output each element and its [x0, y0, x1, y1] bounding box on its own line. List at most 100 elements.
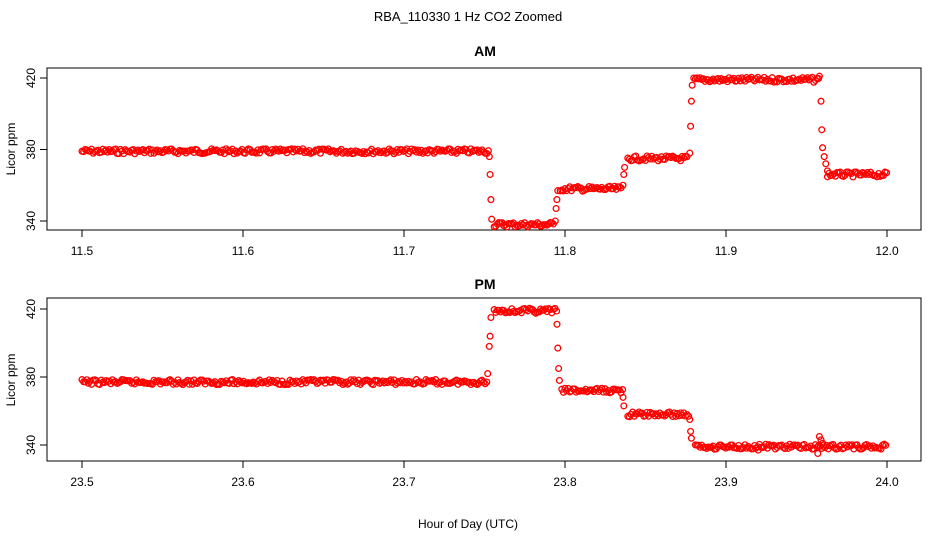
data-point: [566, 183, 574, 191]
data-point: [398, 146, 406, 154]
data-point: [646, 408, 654, 416]
data-point: [102, 377, 110, 385]
am-segment-2: [556, 182, 625, 195]
data-point: [669, 412, 677, 421]
am-x-axis: 11.5 11.6 11.7 11.8 11.9 12.0: [71, 229, 899, 258]
data-point: [802, 75, 810, 83]
data-point: [882, 441, 890, 449]
data-point: [767, 77, 775, 85]
data-point: [487, 313, 495, 322]
am-x-tick-label: 11.5: [71, 244, 94, 258]
am-y-tick-label: 380: [24, 139, 38, 159]
data-point: [268, 145, 276, 154]
am-segment-4: [690, 73, 823, 86]
data-point: [292, 147, 300, 155]
data-point: [286, 376, 294, 384]
data-point: [436, 147, 444, 155]
am-x-tick-label: 11.7: [393, 244, 416, 258]
data-point: [353, 380, 361, 388]
data-point: [292, 377, 300, 385]
data-point: [632, 152, 640, 160]
data-point: [483, 378, 491, 386]
data-point: [621, 163, 629, 171]
am-y-axis-label: Licor ppm: [4, 123, 18, 176]
data-point: [486, 170, 494, 179]
data-point: [554, 344, 562, 352]
data-point: [495, 306, 503, 314]
data-point: [169, 380, 177, 388]
data-point: [681, 412, 689, 420]
pm-segment-4: [691, 440, 890, 453]
data-point: [554, 187, 562, 195]
x-axis-label: Hour of Day (UTC): [418, 517, 518, 531]
data-point: [551, 217, 559, 225]
data-point: [619, 393, 627, 401]
data-point: [829, 440, 837, 448]
data-point: [481, 380, 489, 388]
am-panel-title: AM: [474, 43, 496, 59]
data-point: [823, 167, 831, 175]
pm-y-axis: 340 380 420: [24, 299, 47, 455]
am-data-points: [78, 72, 891, 231]
pm-data-points: [78, 304, 890, 458]
data-point: [555, 376, 563, 384]
data-point: [762, 77, 770, 85]
data-point: [620, 170, 628, 179]
data-point: [219, 146, 227, 154]
pm-segment-0: [78, 376, 491, 389]
data-point: [687, 427, 695, 435]
pm-segment-2: [558, 384, 627, 397]
data-point: [818, 126, 826, 134]
data-point: [506, 308, 514, 316]
data-point: [487, 196, 495, 204]
data-point: [331, 147, 339, 156]
data-point: [134, 146, 142, 154]
pm-segment-3: [624, 408, 693, 421]
pm-x-tick-label: 24.0: [875, 475, 899, 489]
data-point: [667, 154, 675, 162]
data-point: [815, 72, 823, 80]
pm-y-tick-label: 420: [24, 299, 38, 319]
data-point: [823, 441, 831, 449]
data-point: [643, 408, 651, 416]
data-point: [686, 415, 694, 424]
am-segment-0: [78, 145, 492, 158]
data-point: [707, 77, 715, 85]
data-point: [537, 305, 545, 313]
data-point: [588, 183, 596, 191]
am-x-tick-label: 12.0: [875, 244, 899, 258]
data-point: [276, 145, 284, 153]
data-point: [686, 149, 694, 157]
data-point: [150, 376, 158, 384]
data-point: [511, 223, 519, 231]
data-point: [877, 445, 885, 453]
data-point: [552, 204, 560, 213]
data-point: [722, 444, 730, 452]
data-point: [488, 215, 496, 223]
data-point: [883, 169, 891, 177]
data-point: [680, 154, 688, 162]
data-point: [820, 153, 828, 161]
data-point: [687, 97, 695, 105]
data-point: [817, 97, 825, 105]
data-point: [819, 144, 827, 152]
data-point: [848, 441, 856, 449]
data-point: [156, 147, 164, 155]
am-x-tick-label: 11.9: [715, 244, 738, 258]
data-point: [372, 148, 380, 156]
pm-panel: PM Licor ppm 23.5 23.6 23.7 23.8 23.9 24.0 34…: [4, 276, 922, 489]
data-point: [112, 145, 120, 153]
data-point: [548, 219, 556, 227]
data-point: [509, 307, 517, 315]
data-point: [752, 75, 760, 83]
pm-y-tick-label: 340: [24, 435, 38, 455]
data-point: [145, 145, 153, 153]
data-point: [743, 74, 751, 82]
am-segment-1: [490, 218, 557, 231]
data-point: [687, 122, 695, 130]
data-point: [553, 196, 561, 204]
data-point: [185, 380, 193, 388]
data-point: [814, 449, 822, 458]
am-x-tick-label: 11.6: [232, 244, 255, 258]
